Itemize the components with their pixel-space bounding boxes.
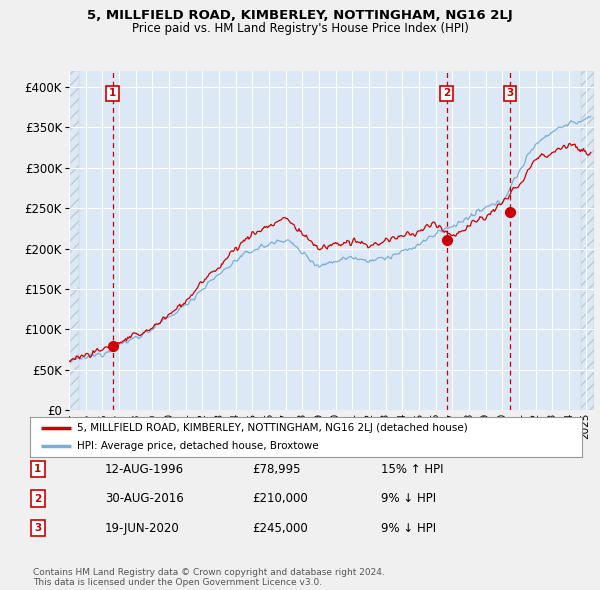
- Text: Price paid vs. HM Land Registry's House Price Index (HPI): Price paid vs. HM Land Registry's House …: [131, 22, 469, 35]
- Text: 19-JUN-2020: 19-JUN-2020: [105, 522, 180, 535]
- Text: 12-AUG-1996: 12-AUG-1996: [105, 463, 184, 476]
- Text: £78,995: £78,995: [252, 463, 301, 476]
- Text: Contains HM Land Registry data © Crown copyright and database right 2024.
This d: Contains HM Land Registry data © Crown c…: [33, 568, 385, 587]
- Text: 3: 3: [506, 88, 514, 99]
- Text: £210,000: £210,000: [252, 492, 308, 505]
- Text: 5, MILLFIELD ROAD, KIMBERLEY, NOTTINGHAM, NG16 2LJ: 5, MILLFIELD ROAD, KIMBERLEY, NOTTINGHAM…: [87, 9, 513, 22]
- Text: £245,000: £245,000: [252, 522, 308, 535]
- Text: 9% ↓ HPI: 9% ↓ HPI: [381, 522, 436, 535]
- Text: 5, MILLFIELD ROAD, KIMBERLEY, NOTTINGHAM, NG16 2LJ (detached house): 5, MILLFIELD ROAD, KIMBERLEY, NOTTINGHAM…: [77, 424, 467, 434]
- Text: 2: 2: [443, 88, 450, 99]
- Text: 15% ↑ HPI: 15% ↑ HPI: [381, 463, 443, 476]
- Text: 1: 1: [109, 88, 116, 99]
- Text: 9% ↓ HPI: 9% ↓ HPI: [381, 492, 436, 505]
- Text: 30-AUG-2016: 30-AUG-2016: [105, 492, 184, 505]
- Text: 2: 2: [34, 494, 41, 503]
- Text: 3: 3: [34, 523, 41, 533]
- Text: 1: 1: [34, 464, 41, 474]
- Text: HPI: Average price, detached house, Broxtowe: HPI: Average price, detached house, Brox…: [77, 441, 319, 451]
